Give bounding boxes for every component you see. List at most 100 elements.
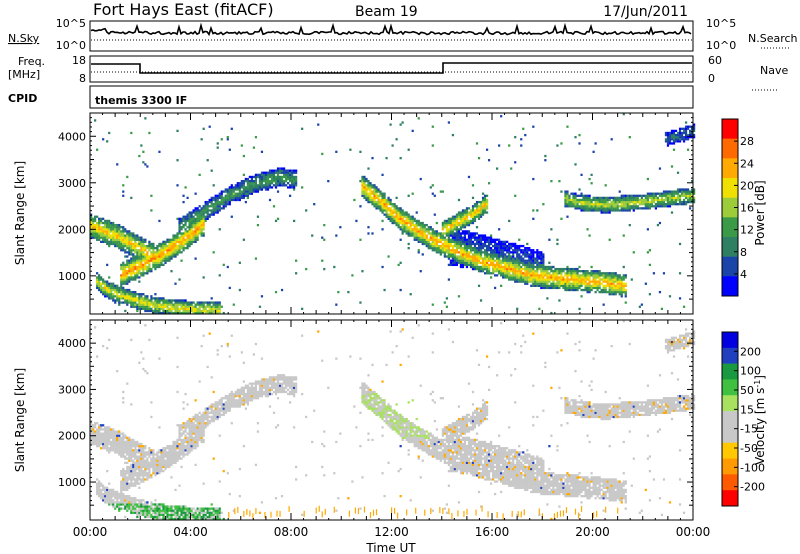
power-cell [100, 276, 103, 279]
power-cell [638, 194, 641, 197]
power-cell [485, 261, 489, 264]
power-cell [140, 249, 143, 252]
power-cell [194, 234, 197, 237]
power-cell [437, 240, 440, 244]
power-cell [413, 217, 416, 220]
power-cell [682, 198, 686, 202]
power-cell [389, 200, 392, 204]
power-cell [122, 272, 125, 275]
power-cell [423, 223, 426, 227]
velocity-cell [122, 495, 125, 498]
power-cell [453, 261, 457, 264]
power-cell [214, 205, 217, 208]
velocity-cell [134, 445, 137, 448]
power-cell [116, 232, 119, 235]
power-cell [489, 242, 493, 246]
power-cell [600, 211, 603, 214]
power-cell [160, 261, 163, 264]
power-cell [152, 309, 155, 313]
power-cell [473, 261, 477, 264]
power-cell [182, 240, 185, 244]
power-cell [534, 261, 537, 264]
power-cell [564, 203, 567, 206]
power-cell [455, 247, 459, 250]
power-cell [538, 257, 541, 260]
power-cell [473, 234, 477, 237]
y-tick-label: 4000 [58, 130, 86, 143]
power-cell [660, 203, 664, 206]
power-cell [512, 270, 515, 273]
power-cell [682, 129, 686, 133]
power-cell [250, 184, 254, 187]
power-cell [520, 251, 523, 254]
power-cell [588, 274, 591, 277]
velocity-cell [126, 476, 129, 479]
power-cell [409, 230, 412, 233]
power-cell [588, 209, 591, 212]
power-cell [373, 196, 376, 200]
power-cell [688, 194, 692, 197]
power-cell [114, 288, 117, 292]
power-cell [498, 270, 501, 273]
power-cell [542, 282, 545, 285]
power-cell [242, 173, 245, 177]
power-cell [122, 274, 125, 277]
power-cell [662, 192, 666, 195]
power-cell [280, 167, 284, 170]
power-cell [395, 207, 398, 210]
power-cell [172, 242, 175, 246]
velocity-cell [136, 467, 139, 471]
power-cell [130, 274, 133, 277]
power-cell [540, 251, 543, 254]
power-cell [150, 257, 153, 260]
power-cell [120, 282, 123, 285]
power-cell [108, 244, 111, 248]
power-cell [648, 200, 651, 204]
velocity-cell [112, 445, 115, 448]
power-cell [198, 230, 201, 233]
power-cell [500, 249, 503, 252]
power-cell [212, 251, 215, 254]
power-cell [672, 133, 676, 137]
power-cell [154, 261, 157, 264]
velocity-cell [122, 467, 125, 471]
power-cell [284, 171, 288, 174]
power-cell [164, 261, 167, 264]
power-cell [252, 180, 256, 183]
power-cell [198, 307, 201, 311]
power-cell [192, 211, 195, 214]
power-cell [174, 299, 177, 302]
power-cell [606, 274, 609, 277]
velocity-cell [140, 453, 143, 456]
power-cell [532, 125, 535, 128]
power-cell [142, 238, 145, 241]
velocity-cell [104, 501, 107, 504]
power-cell [168, 247, 171, 250]
power-cell [102, 236, 105, 239]
power-cell [224, 203, 227, 206]
power-cell [431, 244, 434, 248]
power-cell [431, 184, 434, 187]
power-cell [514, 136, 517, 139]
power-cell [600, 274, 603, 277]
power-cell [132, 265, 135, 269]
power-cell [98, 219, 101, 223]
power-cell [624, 274, 627, 277]
power-cell [379, 200, 382, 204]
power-cell [190, 303, 193, 306]
velocity-cell [110, 492, 113, 496]
power-cell [524, 249, 527, 252]
velocity-cell [112, 434, 115, 437]
power-cell [172, 240, 175, 244]
nave-label: Nave [760, 64, 788, 77]
power-cell [405, 221, 408, 225]
velocity-cell [92, 424, 95, 427]
power-cell [156, 307, 159, 311]
power-cell [672, 142, 676, 145]
power-cell [496, 265, 499, 269]
power-cell [130, 272, 133, 275]
power-cell [254, 136, 258, 139]
velocity-cell [130, 440, 133, 444]
power-cell [532, 257, 535, 260]
power-cell [435, 236, 438, 239]
